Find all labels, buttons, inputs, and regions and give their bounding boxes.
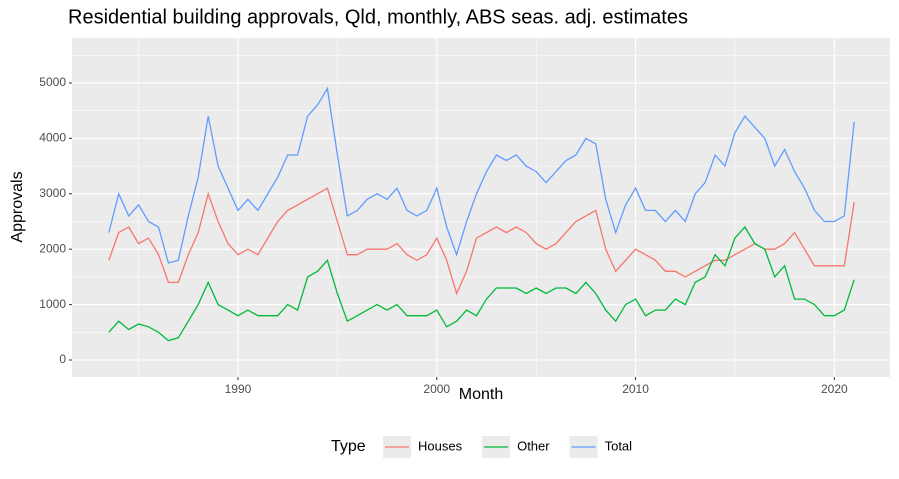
- x-tick-label: 2020: [821, 382, 848, 396]
- series-line: [108, 187, 855, 296]
- y-tick-label: 4000: [39, 131, 66, 145]
- lines: [108, 86, 855, 342]
- y-tick-label: 1000: [39, 297, 66, 311]
- legend-label: Total: [605, 438, 633, 453]
- x-tick-label: 1990: [225, 382, 252, 396]
- y-tick-label: 5000: [39, 75, 66, 89]
- series-line: [108, 225, 855, 342]
- panel: [72, 38, 890, 377]
- y-tick-label: 3000: [39, 186, 66, 200]
- x-axis-title: Month: [459, 386, 503, 403]
- series-line: [108, 86, 855, 264]
- chart-title: Residential building approvals, Qld, mon…: [68, 6, 688, 28]
- legend-label: Houses: [418, 438, 463, 453]
- legend-label: Other: [517, 438, 550, 453]
- grid: [72, 38, 890, 377]
- x-tick-label: 2000: [423, 382, 450, 396]
- y-axis-title: Approvals: [9, 171, 26, 242]
- y-tick-label: 2000: [39, 241, 66, 255]
- x-tick-label: 2010: [622, 382, 649, 396]
- y-tick-label: 0: [59, 352, 66, 366]
- legend-title: Type: [331, 438, 366, 455]
